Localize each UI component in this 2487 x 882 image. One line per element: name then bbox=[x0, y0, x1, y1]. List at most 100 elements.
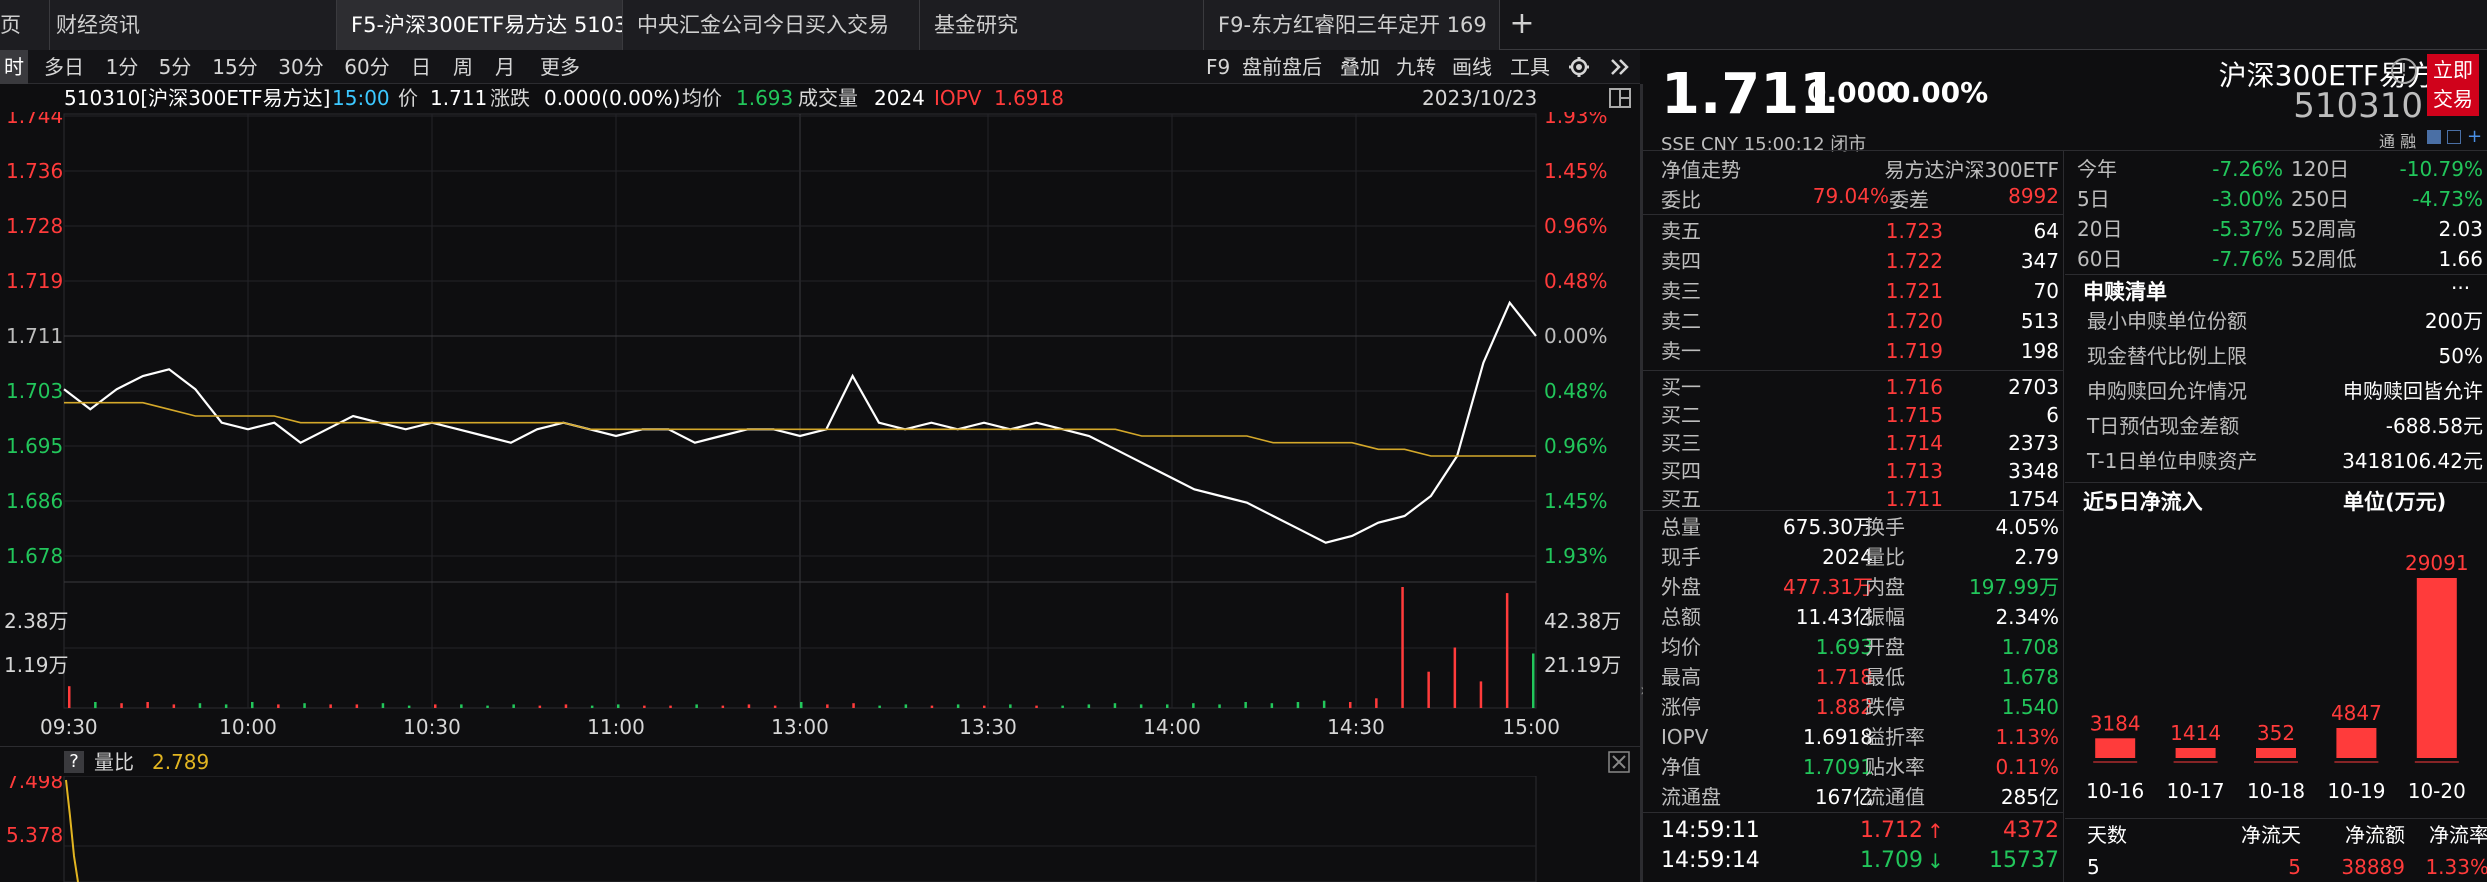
volume-bar bbox=[407, 705, 411, 708]
stat-value: 675.30万 bbox=[1783, 515, 1873, 539]
tool-f9[interactable]: F9 bbox=[1206, 55, 1231, 79]
tool-draw-line[interactable]: 画线 bbox=[1452, 55, 1492, 79]
volume-ratio-chart[interactable]: 7.498 5.378 bbox=[0, 776, 1640, 882]
volume-bar bbox=[721, 705, 725, 708]
tool-pre-post-market[interactable]: 盘前盘后 bbox=[1242, 55, 1322, 79]
tab-fund-169[interactable]: F9-东方红睿阳三年定开 169 bbox=[1204, 0, 1500, 50]
period-week[interactable]: 周 bbox=[453, 55, 473, 79]
volume-bar bbox=[1035, 705, 1038, 708]
stat-value: 2024 bbox=[1822, 545, 1873, 569]
tick-arrow: ↑ bbox=[1927, 819, 1944, 843]
volume-bar bbox=[1401, 587, 1404, 708]
period-more[interactable]: 更多 bbox=[540, 55, 580, 79]
add-tab-button[interactable]: + bbox=[1509, 6, 1535, 41]
tab-fund-research[interactable]: 基金研究 bbox=[920, 0, 1204, 50]
volume-bar bbox=[747, 704, 751, 708]
x-tick-label: 11:00 bbox=[587, 715, 645, 739]
double-chevron-right-icon[interactable] bbox=[1606, 50, 1634, 84]
x-tick-label: 14:30 bbox=[1327, 715, 1385, 739]
sub-tick-label: 7.498 bbox=[6, 776, 63, 793]
edit-icon[interactable] bbox=[2427, 130, 2441, 144]
tool-tools[interactable]: 工具 bbox=[1510, 55, 1550, 79]
trade-now-button[interactable]: 立即交易 bbox=[2427, 54, 2479, 116]
stat-label: 净值 bbox=[1661, 755, 1701, 779]
help-icon[interactable]: ? bbox=[64, 751, 84, 773]
volume-bar bbox=[1139, 704, 1143, 708]
volume-bar bbox=[773, 705, 777, 708]
volume-bar bbox=[94, 702, 97, 709]
close-icon[interactable] bbox=[1608, 751, 1630, 781]
stat-value: 1.7091 bbox=[1803, 755, 1873, 779]
stat-value: 4.05% bbox=[1995, 515, 2059, 539]
avg-price-line bbox=[64, 401, 1536, 457]
gear-icon[interactable] bbox=[1566, 50, 1594, 84]
inflow-value-label: 4847 bbox=[2331, 701, 2382, 725]
tool-overlay[interactable]: 叠加 bbox=[1340, 55, 1380, 79]
period-15min[interactable]: 15分 bbox=[212, 55, 258, 79]
tab-finance-news[interactable]: 财经资讯 bbox=[50, 0, 337, 50]
period-month[interactable]: 月 bbox=[495, 55, 515, 79]
pct-tick-label: 0.96% bbox=[1544, 214, 1608, 238]
creation-label: 现金替代比例上限 bbox=[2087, 344, 2247, 368]
stat-label: 内盘 bbox=[1865, 575, 1905, 599]
creation-more-button[interactable]: ··· bbox=[2451, 276, 2471, 300]
flow-header: 净流额 bbox=[2345, 823, 2405, 847]
info-icon[interactable]: ! bbox=[2391, 58, 2417, 84]
tool-nine-turn[interactable]: 九转 bbox=[1396, 55, 1436, 79]
ask-level-price: 1.723 bbox=[1885, 219, 1943, 243]
stat-label: 振幅 bbox=[1865, 605, 1905, 629]
panel-splitter[interactable] bbox=[1640, 84, 1643, 882]
inflow-value-label: 1414 bbox=[2170, 721, 2221, 745]
stat-label: 流通盘 bbox=[1661, 785, 1721, 809]
volume-bar bbox=[1009, 704, 1012, 708]
y-tick-label: 1.744 bbox=[6, 112, 63, 128]
tab-home[interactable]: 页 bbox=[0, 0, 50, 50]
period-day[interactable]: 日 bbox=[411, 55, 431, 79]
weicha-value: 8992 bbox=[2008, 184, 2059, 208]
period-5min[interactable]: 5分 bbox=[158, 55, 192, 79]
expand-icon[interactable] bbox=[2447, 130, 2461, 144]
perf-value: 2.03 bbox=[2438, 217, 2483, 241]
vol-right-tick-label: 42.38万 bbox=[1544, 609, 1621, 633]
plus-icon[interactable]: + bbox=[2467, 126, 2483, 147]
flow-header: 净流率 bbox=[2429, 823, 2487, 847]
vol-value: 2024 bbox=[874, 86, 925, 110]
stat-label: 跌停 bbox=[1865, 695, 1905, 719]
perf-label: 52周低 bbox=[2291, 247, 2357, 271]
perf-label: 5日 bbox=[2077, 187, 2110, 211]
creation-value: 申购赎回皆允许 bbox=[2343, 379, 2483, 403]
period-multi-day[interactable]: 多日 bbox=[44, 55, 84, 79]
ask-level-volume: 70 bbox=[2033, 279, 2059, 303]
pct-tick-label: 1.45% bbox=[1544, 489, 1608, 513]
nav-trend-label[interactable]: 净值走势 bbox=[1661, 158, 1741, 182]
x-tick-label: 15:00 bbox=[1502, 715, 1560, 739]
tab-etf-510310[interactable]: F5-沪深300ETF易方达 5103 bbox=[337, 0, 623, 50]
pct-tick-label: 0.00% bbox=[1544, 324, 1608, 348]
tab-huijin-news[interactable]: 中央汇金公司今日买入交易 bbox=[623, 0, 920, 50]
bid-level-label: 买二 bbox=[1661, 403, 1701, 427]
ask-level-label: 卖二 bbox=[1661, 309, 1701, 333]
period-intraday[interactable]: 时 bbox=[0, 50, 28, 84]
period-1min[interactable]: 1分 bbox=[105, 55, 139, 79]
flow-cell: 1.33% bbox=[2425, 855, 2487, 879]
ask-level-label: 卖四 bbox=[1661, 249, 1701, 273]
tick-time: 14:59:11 bbox=[1661, 818, 1760, 843]
x-tick-label: 13:00 bbox=[771, 715, 829, 739]
stat-value: 1.13% bbox=[1995, 725, 2059, 749]
y-tick-label: 1.695 bbox=[6, 434, 63, 458]
inflow-date-label: 10-19 bbox=[2327, 779, 2385, 803]
intraday-chart[interactable]: 1.744 1.93% 1.736 1.45% 1.728 0.96% 1.719 0.48%… bbox=[0, 112, 1640, 744]
layout-icon[interactable] bbox=[1608, 86, 1632, 117]
weicha-label: 委差 bbox=[1889, 188, 1929, 212]
change-value: 0.000(0.00%) bbox=[544, 86, 681, 110]
period-30min[interactable]: 30分 bbox=[278, 55, 324, 79]
period-60min[interactable]: 60分 bbox=[344, 55, 390, 79]
volume-bar bbox=[329, 704, 332, 708]
ask-level-volume: 198 bbox=[2020, 339, 2059, 363]
margin-tools: 通 融 bbox=[2379, 132, 2417, 151]
stat-label: 贴水率 bbox=[1865, 755, 1925, 779]
perf-label: 250日 bbox=[2291, 187, 2350, 211]
stat-label: 涨停 bbox=[1661, 695, 1701, 719]
perf-value: -7.76% bbox=[2212, 247, 2283, 271]
price-line bbox=[63, 300, 1537, 544]
